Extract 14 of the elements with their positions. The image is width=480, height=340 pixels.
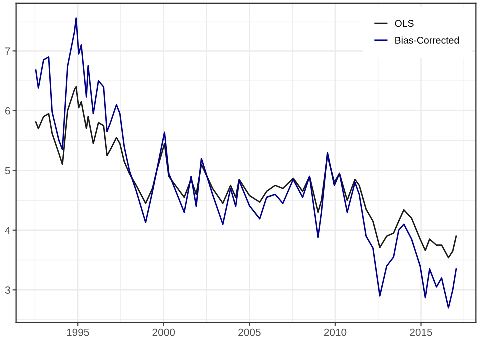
x-tick-label: 2005 (238, 328, 261, 336)
legend-label: OLS (395, 20, 414, 28)
x-tick-label: 2015 (410, 328, 432, 336)
x-tick-label: 1995 (67, 328, 90, 336)
x-tick-label: 2010 (324, 328, 347, 336)
line-series (35, 86, 458, 259)
y-tick-label: 5 (5, 167, 10, 175)
y-tick-label: 3 (5, 286, 10, 294)
x-tick-label: 2000 (152, 328, 176, 336)
y-tick-label: 6 (6, 107, 10, 115)
y-tick-label: 4 (5, 227, 10, 234)
legend-label: Bias-Corrected (396, 36, 460, 44)
line-series (35, 18, 458, 309)
y-tick-label: 7 (6, 48, 10, 55)
